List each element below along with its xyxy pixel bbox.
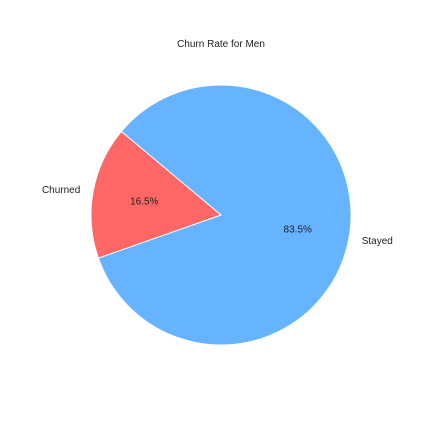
pie-slice-churned	[90, 130, 222, 259]
pie-slice-stayed	[97, 84, 352, 346]
pie-category-label-stayed: Stayed	[362, 236, 393, 247]
chart-title: Churn Rate for Men	[177, 39, 265, 50]
pie-labels: 16.5% Churned 83.5% Stayed	[42, 185, 393, 247]
pie-pct-label-churned: 16.5%	[130, 197, 158, 208]
pie-slices	[90, 84, 352, 346]
pie-category-label-churned: Churned	[42, 185, 80, 196]
pie-pct-label-stayed: 83.5%	[284, 224, 312, 235]
